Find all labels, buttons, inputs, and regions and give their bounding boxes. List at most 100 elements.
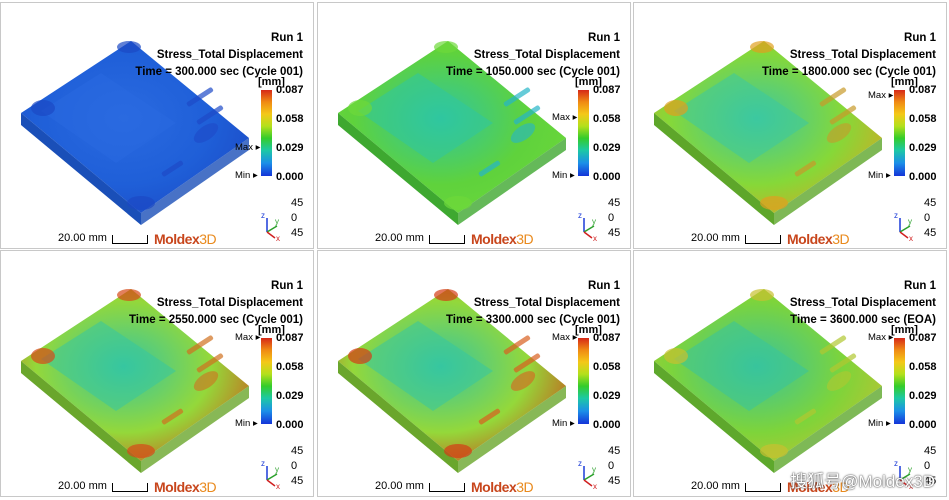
color-scale-bar <box>894 90 905 176</box>
legend-tick: 0.058 <box>909 113 937 125</box>
moldex3d-logo: Moldex3D <box>787 231 850 247</box>
max-marker: Max ▸ <box>235 142 261 154</box>
legend-tick: 0.029 <box>909 142 937 154</box>
svg-text:z: z <box>261 211 265 220</box>
color-legend: [mm] 0.087 0.058 0.029 0.000 Max ▸ Min ▸ <box>868 324 946 444</box>
legend-unit: [mm] <box>258 324 285 336</box>
result-title: Stress_Total Displacement <box>473 297 620 309</box>
scale-bar <box>429 235 465 244</box>
axis-triad: z y x 45 0 45 <box>894 197 946 248</box>
time-label: Time = 3300.000 sec (Cycle 001) <box>445 314 620 326</box>
result-panel: Run 1 Stress_Total Displacement Time = 105… <box>317 2 631 249</box>
scale-bar <box>112 235 148 244</box>
svg-text:z: z <box>894 211 898 220</box>
logo-suffix: 3D <box>516 479 534 495</box>
watermark: 搜狐号@Moldex3D <box>790 472 935 491</box>
legend-tick: 0.087 <box>276 332 304 344</box>
part-model <box>654 41 882 225</box>
moldex3d-logo: Moldex3D <box>471 231 534 247</box>
scale-label: 20.00 mm <box>58 480 107 492</box>
axis-triad: z y x 45 0 45 <box>261 197 313 248</box>
part-model <box>21 289 249 473</box>
logo-main: Moldex <box>787 479 833 495</box>
svg-text:x: x <box>909 234 913 242</box>
scale-label: 20.00 mm <box>691 480 740 492</box>
result-panel: Run 1 Stress_Total Displacement Time = 300… <box>0 2 314 249</box>
result-header: Run 1 Stress_Total Displacement Time = 300… <box>135 30 303 81</box>
view-angle: 0 <box>291 460 298 472</box>
legend-tick: 0.029 <box>276 390 304 402</box>
logo-suffix: 3D <box>516 231 534 247</box>
svg-text:x: x <box>276 234 280 242</box>
svg-text:y: y <box>908 465 912 474</box>
result-title: Stress_Total Displacement <box>789 297 936 309</box>
legend-tick: 0.000 <box>276 171 304 183</box>
result-header: Run 1 Stress_Total Displacement Time = 255… <box>129 278 303 329</box>
scale-label: 20.00 mm <box>375 232 424 244</box>
view-angle: 0 <box>924 212 931 224</box>
axis-triad: z y x 45 0 45 <box>894 445 946 496</box>
color-legend: [mm] 0.087 0.058 0.029 0.000 Max ▸ Min ▸ <box>235 324 313 444</box>
svg-text:x: x <box>909 482 913 490</box>
time-label: Time = 1800.000 sec (Cycle 001) <box>761 66 936 78</box>
time-label: Time = 1050.000 sec (Cycle 001) <box>445 66 620 78</box>
svg-text:z: z <box>261 459 265 468</box>
svg-text:z: z <box>578 459 582 468</box>
time-label: Time = 2550.000 sec (Cycle 001) <box>128 314 303 326</box>
logo-main: Moldex <box>787 231 833 247</box>
result-header: Run 1 Stress_Total Displacement Time = 105… <box>446 30 620 81</box>
axis-triad: z y x 45 0 45 <box>261 445 313 496</box>
legend-tick: 0.000 <box>593 419 621 431</box>
view-angle: 45 <box>291 227 304 239</box>
legend-unit: [mm] <box>575 324 602 336</box>
min-marker: Min ▸ <box>868 170 891 181</box>
run-label: Run 1 <box>271 32 303 44</box>
svg-text:x: x <box>593 234 597 242</box>
view-angle: 0 <box>291 212 298 224</box>
result-panel: Run 1 Stress_Total Displacement Time = 330… <box>317 250 631 497</box>
max-marker: Max ▸ <box>552 332 578 343</box>
time-label: Time = 300.000 sec (Cycle 001) <box>135 66 303 78</box>
legend-tick: 0.058 <box>276 361 304 373</box>
min-marker: Min ▸ <box>552 418 575 429</box>
part-model <box>21 41 249 225</box>
svg-text:x: x <box>593 482 597 490</box>
svg-text:z: z <box>578 211 582 220</box>
scale-bar <box>745 235 781 244</box>
result-header: Run 1 Stress_Total Displacement Time = 330… <box>446 278 620 329</box>
legend-tick: 0.000 <box>909 171 937 183</box>
svg-text:z: z <box>894 459 898 468</box>
min-marker: Min ▸ <box>235 170 258 181</box>
result-header: Run 1 Stress_Total Displacement Time = 360… <box>790 278 936 329</box>
legend-tick: 0.087 <box>276 84 304 96</box>
svg-text:y: y <box>275 217 279 226</box>
color-scale-bar <box>261 90 272 176</box>
color-legend: [mm] 0.087 0.058 0.029 0.000 Max ▸ Min ▸ <box>235 76 313 196</box>
logo-main: Moldex <box>154 479 200 495</box>
max-marker: Max ▸ <box>868 90 894 102</box>
result-title: Stress_Total Displacement <box>156 49 303 61</box>
view-angle: 45 <box>291 445 304 457</box>
legend-tick: 0.058 <box>276 113 304 125</box>
svg-text:y: y <box>275 465 279 474</box>
max-marker: Max ▸ <box>235 332 261 343</box>
time-label: Time = 3600.000 sec (EOA) <box>790 314 936 326</box>
result-header: Run 1 Stress_Total Displacement Time = 180… <box>762 30 936 81</box>
legend-tick: 0.058 <box>593 113 621 125</box>
logo-suffix: 3D <box>199 479 217 495</box>
legend-unit: [mm] <box>258 76 285 88</box>
result-panel: Run 1 Stress_Total Displacement Time = 255… <box>0 250 314 497</box>
run-label: Run 1 <box>904 32 936 44</box>
result-title: Stress_Total Displacement <box>789 49 936 61</box>
svg-text:y: y <box>592 465 596 474</box>
svg-text:y: y <box>592 217 596 226</box>
min-marker: Min ▸ <box>552 170 575 181</box>
view-angle: 45 <box>608 445 621 457</box>
result-title: Stress_Total Displacement <box>473 49 620 61</box>
legend-unit: [mm] <box>575 76 602 88</box>
part-model <box>654 289 882 473</box>
result-panel: Run 1 Stress_Total Displacement Time = 180… <box>633 2 947 249</box>
view-angle: 45 <box>291 197 304 209</box>
moldex3d-logo: Moldex3D <box>471 479 534 495</box>
